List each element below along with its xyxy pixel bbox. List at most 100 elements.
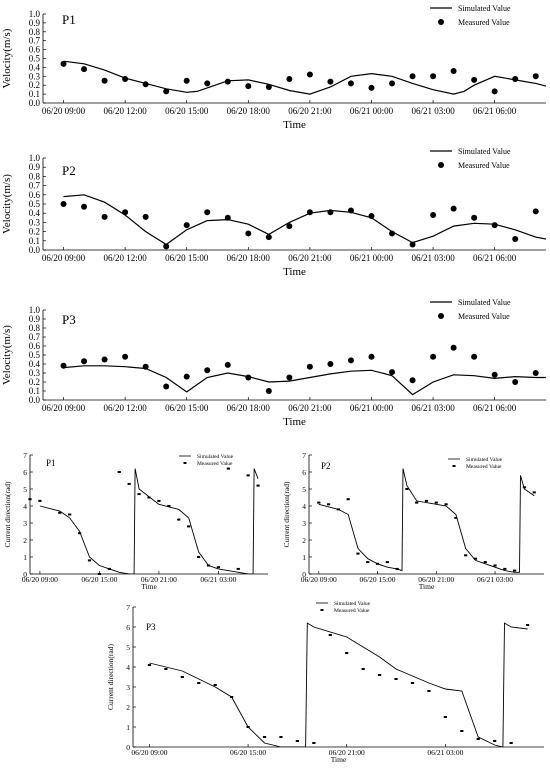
y-tick-label: 0.2 [29, 80, 40, 90]
panel-label: P2 [62, 163, 76, 178]
measured-point [385, 561, 389, 564]
x-axis-label: Time [283, 119, 306, 131]
y-axis-label: Velocity(m/s) [1, 28, 13, 88]
legend-marker-sample [438, 19, 444, 25]
x-axis-label: Time [283, 416, 306, 428]
measured-point [127, 482, 131, 485]
measured-point [204, 80, 211, 87]
y-tick-label: 0.5 [29, 350, 41, 360]
measured-point [491, 371, 498, 378]
y-tick-label: 1 [126, 723, 130, 732]
measured-point [213, 684, 217, 686]
y-tick-label: 1 [23, 553, 27, 562]
y-tick-label: 0.7 [29, 181, 41, 191]
measured-point [230, 696, 234, 698]
measured-point [306, 209, 313, 216]
measured-point [356, 552, 360, 555]
measured-point [450, 205, 457, 212]
measured-point [532, 370, 539, 376]
x-tick-label: 06/20 12:00 [103, 106, 147, 116]
y-tick-label: 0.0 [29, 245, 41, 255]
measured-point [187, 525, 191, 528]
y-tick-label: 0.4 [29, 359, 41, 369]
x-tick-label: 06/21 00:00 [350, 253, 394, 263]
measured-point [256, 484, 260, 487]
measured-point [142, 363, 149, 370]
measured-point [137, 493, 141, 496]
panel-label: P1 [46, 458, 56, 468]
y-tick-label: 6 [302, 468, 306, 477]
measured-point [450, 67, 457, 74]
x-tick-label: 06/20 15:00 [165, 253, 209, 263]
x-tick-label: 06/20 12:00 [103, 403, 147, 413]
measured-point [122, 353, 129, 360]
legend-label-simulated: Simulated Value [458, 4, 511, 13]
measured-point [491, 222, 498, 229]
measured-point [427, 690, 431, 692]
y-tick-label: 0.3 [29, 368, 41, 378]
measured-point [409, 377, 416, 384]
series-line-simulated [149, 622, 528, 747]
y-tick-label: 0.3 [29, 71, 41, 81]
x-axis-label: Time [141, 582, 157, 591]
x-tick-label: 06/20 21:00 [329, 748, 365, 757]
measured-point [101, 356, 108, 363]
measured-point [345, 652, 349, 654]
x-tick-label: 06/20 21:00 [141, 575, 177, 584]
measured-point [265, 234, 272, 241]
y-tick-label: 0.7 [29, 332, 41, 342]
y-tick-label: 6 [126, 623, 130, 632]
y-tick-label: 0.9 [29, 162, 41, 172]
legend: Simulated Value Measured Value [430, 298, 511, 321]
measured-point [512, 235, 519, 242]
measured-point [395, 567, 399, 570]
x-tick-label: 06/20 12:00 [103, 253, 147, 263]
measured-point [163, 243, 170, 250]
y-tick-label: 0.8 [29, 323, 41, 333]
measured-point [306, 71, 313, 78]
panel-label: P1 [62, 12, 76, 27]
x-tick-label: 06/20 09:00 [42, 403, 86, 413]
y-tick-label: 3 [126, 683, 130, 692]
y-tick-label: 0.6 [29, 45, 41, 55]
measured-point [409, 241, 416, 248]
panel-label: P3 [146, 622, 156, 632]
measured-point [476, 738, 480, 740]
measured-point [326, 503, 331, 506]
y-tick-label: 0 [126, 743, 130, 752]
x-tick-label: 06/20 09:00 [131, 748, 167, 757]
measured-point [197, 682, 201, 684]
panel-4: 0 1 2 3 4 5 6 7 06/20 09:00 06/20 15:00 06/20 21:0… [3, 451, 268, 591]
x-tick-label: 06/21 03:00 [427, 748, 463, 757]
measured-point [394, 678, 398, 680]
measured-point [157, 499, 161, 502]
y-tick-label: 0.3 [29, 217, 41, 227]
legend-marker-sample [438, 313, 444, 319]
measured-point [347, 80, 354, 87]
measured-point [443, 716, 447, 718]
x-tick-label: 06/20 21:00 [288, 106, 332, 116]
x-tick-label: 06/21 03:00 [411, 403, 455, 413]
x-tick-label: 06/21 06:00 [473, 403, 517, 413]
legend-label-simulated: Simulated Value [197, 454, 234, 460]
measured-point [493, 564, 497, 567]
y-tick-label: 0.1 [29, 386, 40, 396]
y-tick-label: 1 [302, 553, 306, 562]
measured-point [286, 75, 293, 82]
x-tick-label: 06/20 15:00 [360, 575, 396, 584]
y-tick-label: 5 [302, 485, 306, 494]
measured-point [327, 78, 334, 85]
measured-point [525, 624, 530, 626]
measured-point [204, 367, 211, 374]
x-tick-label: 06/21 06:00 [473, 253, 517, 263]
y-tick-label: 0.0 [29, 98, 41, 108]
x-tick-label: 06/21 00:00 [350, 106, 394, 116]
measured-point [183, 77, 190, 84]
measured-point [60, 201, 67, 207]
y-tick-label: 1.0 [29, 305, 41, 315]
y-tick-label: 7 [302, 451, 306, 460]
measured-point [347, 357, 354, 364]
x-axis-label: Time [283, 266, 306, 278]
y-tick-label: 0.8 [29, 27, 41, 37]
measured-point [81, 358, 88, 365]
